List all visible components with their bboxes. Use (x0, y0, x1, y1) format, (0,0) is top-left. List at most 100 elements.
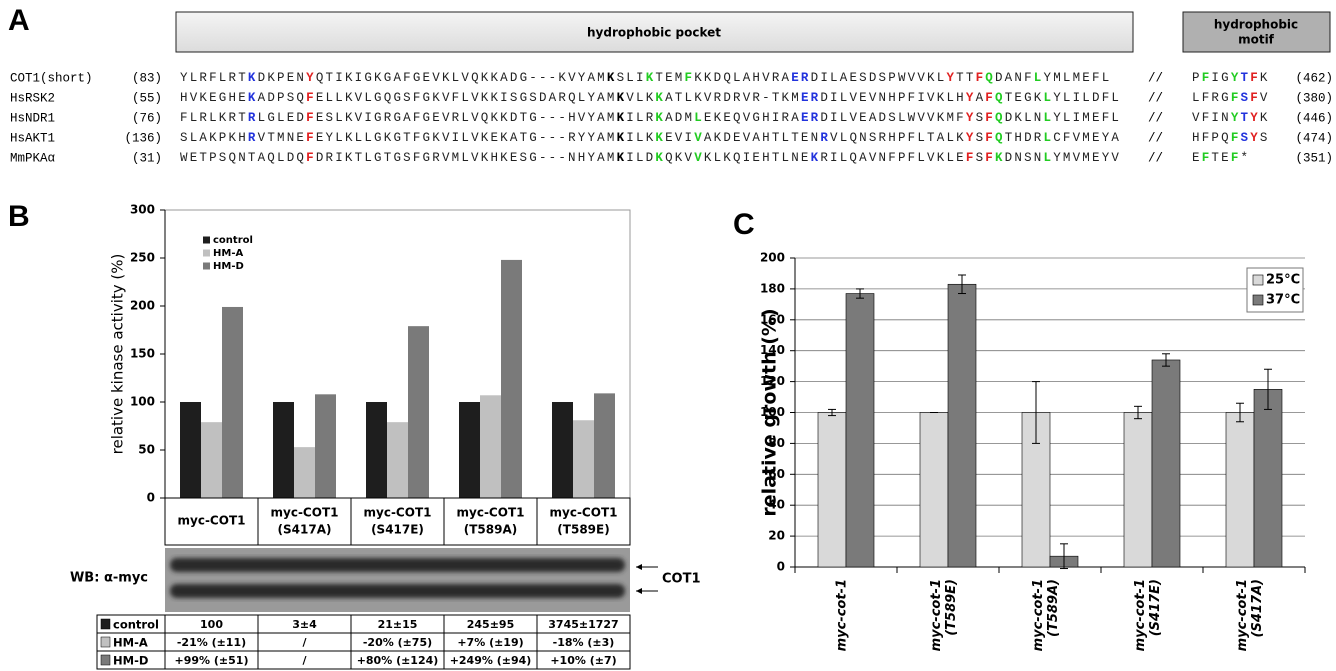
bar (1226, 413, 1254, 568)
residue: P (1192, 71, 1202, 85)
residue: Y (966, 111, 976, 125)
residue: L (1044, 111, 1054, 125)
bar (552, 402, 573, 498)
row-start: (83) (132, 71, 162, 85)
y-tick-label: 20 (768, 529, 785, 543)
residue: ER (791, 71, 810, 85)
table-value: +10% (±7) (550, 654, 616, 667)
bar (846, 294, 874, 567)
residue: DILVEVNHPFIVKLH (820, 91, 966, 105)
residue: S (1260, 131, 1270, 145)
residue: DRIKTLGTGSFGRVMLVKHKESG---NHYAM (316, 151, 617, 165)
residue: Y (306, 71, 316, 85)
legend-swatch (203, 237, 210, 244)
bar (501, 260, 522, 498)
bar (1254, 389, 1282, 567)
x-tick-label: (S417E) (1148, 579, 1163, 636)
residue: K (995, 151, 1005, 165)
row-start: (55) (132, 91, 162, 105)
table-swatch (101, 619, 110, 629)
residue: F (685, 71, 695, 85)
residue: VLQNSRHPFLTALK (830, 131, 966, 145)
residue: S (1241, 131, 1251, 145)
bar (273, 402, 294, 498)
table-value: 3745±1727 (548, 618, 618, 631)
residue: Y (946, 71, 956, 85)
residue: YLIMEFL (1053, 111, 1121, 125)
sequence: YLRFLRTKDKPENYQTIKIGKGAFGEVKLVQKKADG---K… (180, 71, 1111, 85)
bar (315, 394, 336, 498)
sequence: LFRGFSFV (1192, 91, 1270, 105)
x-tick-label: myc-COT1 (178, 514, 246, 528)
residue: L (1034, 71, 1044, 85)
bar (920, 413, 948, 568)
residue: EYLKLLGKGTFGKVILVKEKATG---RYYAM (316, 131, 617, 145)
residue: R (248, 111, 258, 125)
residue: V (694, 131, 704, 145)
legend-label: HM-A (213, 248, 243, 259)
x-tick-label: myc-cot-1 (835, 579, 850, 651)
sequence: FLRLKRTRLGLEDFESLKVIGRGAFGEVRLVQKKDTG---… (180, 111, 1121, 125)
residue: K (646, 71, 656, 85)
legend-swatch (1253, 295, 1263, 305)
pocket-label: hydrophobic pocket (587, 26, 721, 40)
bar (594, 393, 615, 498)
residue: F (306, 151, 316, 165)
motif-label: hydrophobic (1214, 18, 1298, 32)
sequence: VFINYTYK (1192, 111, 1270, 125)
residue: F (306, 91, 316, 105)
residue: DKPEN (258, 71, 307, 85)
residue: K (655, 111, 665, 125)
residue: DANF (995, 71, 1034, 85)
bar (573, 420, 594, 498)
residue: FLRLKRT (180, 111, 248, 125)
bar (387, 422, 408, 498)
row-name: HsAKT1 (10, 131, 55, 145)
residue: T (1241, 71, 1251, 85)
residue: F (1202, 71, 1212, 85)
y-tick-label: 200 (760, 251, 785, 265)
table-value: 245±95 (467, 618, 515, 631)
row-end: (474) (1295, 131, 1333, 145)
sequence: PFIGYTFK (1192, 71, 1270, 85)
residue: VTMNE (258, 131, 307, 145)
table-value: +7% (±19) (457, 636, 523, 649)
x-tick-label: (S417A) (1250, 579, 1265, 637)
legend-swatch (203, 250, 210, 257)
residue: ILK (626, 131, 655, 145)
y-axis-label: relative kinase activity (%) (109, 254, 127, 455)
band-label: COT1 (662, 572, 701, 587)
residue: LFRG (1192, 91, 1231, 105)
sequence: HVKEGHEKADPSQFELLKVLGQGSFGKVFLVKKISGSDAR… (180, 91, 1121, 105)
y-axis-label: relative growth (%) (759, 308, 781, 516)
separator: // (1148, 91, 1163, 105)
residue: QTIKIGKGAFGEVKLVQKKADG---KVYAM (316, 71, 607, 85)
bar (1152, 360, 1180, 567)
residue: YLRFLRT (180, 71, 248, 85)
residue: SLI (617, 71, 646, 85)
residue: YMLMEFL (1044, 71, 1112, 85)
residue: L (1044, 131, 1054, 145)
table-swatch (101, 655, 110, 665)
panel-label: B (8, 200, 30, 233)
row-end: (380) (1295, 91, 1333, 105)
residue: Q (995, 131, 1005, 145)
row-start: (76) (132, 111, 162, 125)
residue: L (1044, 91, 1054, 105)
residue: V (1260, 91, 1270, 105)
residue: K (1260, 71, 1270, 85)
residue: F (985, 111, 995, 125)
row-start: (31) (132, 151, 162, 165)
residue: Y (1231, 111, 1241, 125)
residue: L (1043, 151, 1053, 165)
x-tick-label: (S417E) (371, 523, 424, 537)
residue: Q (995, 91, 1005, 105)
residue: ELLKVLGQGSFGKVFLVKKISGSDARQLYAM (316, 91, 617, 105)
x-tick-label: myc-cot-1 (1031, 579, 1046, 651)
residue: F (985, 151, 995, 165)
residue: S (976, 111, 986, 125)
residue: F (1202, 151, 1212, 165)
residue: F (985, 131, 995, 145)
blot-background (165, 548, 630, 612)
figure: A B C hydrophobic pocket hydrophobic mot… (0, 0, 1336, 671)
